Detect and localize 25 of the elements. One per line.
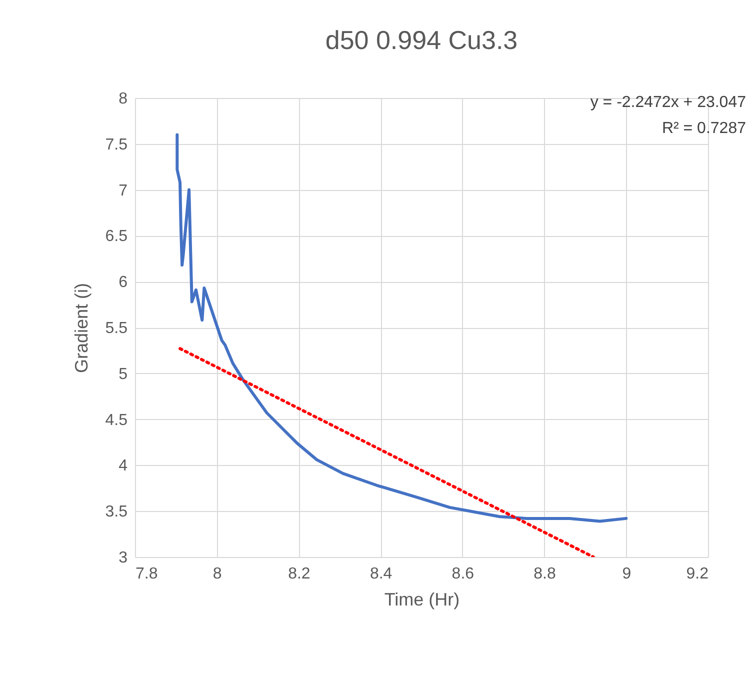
chart-title: d50 0.994 Cu3.3 bbox=[325, 25, 518, 55]
y-tick-label: 6.5 bbox=[105, 228, 128, 246]
y-tick-label: 5 bbox=[118, 366, 128, 383]
x-tick-label: 7.8 bbox=[136, 566, 158, 582]
x-tick-label: 8.6 bbox=[452, 566, 474, 582]
annotation: y = -2.2472x + 23.047 bbox=[590, 94, 746, 111]
x-axis-title: Time (Hr) bbox=[384, 590, 460, 610]
line-series bbox=[176, 133, 628, 523]
x-tick-label: 9.2 bbox=[686, 566, 709, 582]
x-tick-label: 8.2 bbox=[288, 566, 310, 582]
y-tick-label: 3.5 bbox=[105, 504, 128, 521]
y-tick-label: 7.5 bbox=[105, 136, 128, 154]
y-tick-label: 4.5 bbox=[105, 412, 128, 429]
x-tick-label: 8.4 bbox=[370, 566, 392, 582]
x-tick-label: 9 bbox=[622, 566, 632, 582]
y-tick-label: 6 bbox=[118, 274, 128, 292]
y-tick-label: 8 bbox=[118, 90, 128, 108]
y-axis-title: Gradient (i) bbox=[71, 282, 92, 374]
y-tick-label: 7 bbox=[118, 182, 128, 200]
x-tick-label: 8.8 bbox=[534, 566, 556, 582]
y-tick-label: 5.5 bbox=[105, 320, 128, 337]
annotation: R² = 0.7287 bbox=[662, 120, 746, 137]
y-tick-label: 3 bbox=[118, 550, 128, 566]
y-tick-label: 4 bbox=[118, 458, 128, 475]
x-tick-label: 8 bbox=[212, 566, 222, 582]
